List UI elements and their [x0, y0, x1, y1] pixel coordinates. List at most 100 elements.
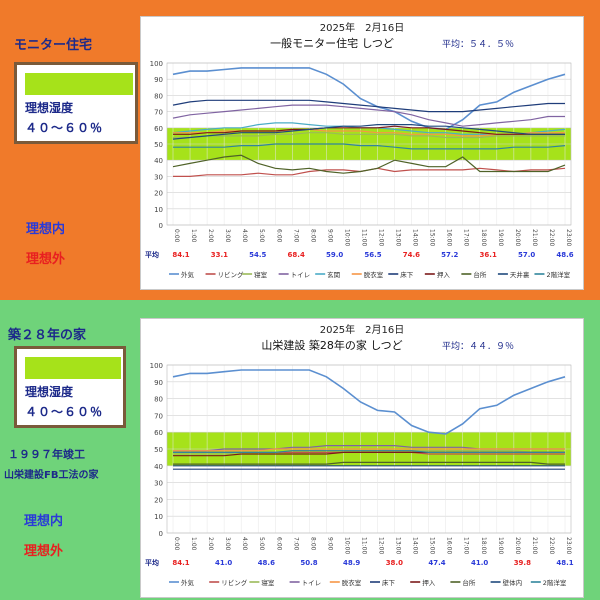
chart-title: 2025年 2月16日 — [320, 21, 405, 34]
y-tick-label: 50 — [154, 141, 163, 149]
average-row-label: 平均 — [145, 250, 159, 259]
bottom-panel: 築２８年の家 理想湿度 ４０～６０％ １９９７年竣工 山栄建設FB工法の家 理想… — [0, 300, 600, 600]
x-tick-label: 14:00 — [412, 229, 419, 246]
y-tick-label: 20 — [154, 496, 163, 504]
x-tick-label: 12:00 — [378, 537, 385, 554]
chart-average-note: 平均：４４．９％ — [442, 340, 514, 352]
status-in-ideal: 理想内 — [24, 514, 64, 529]
chart-subtitle: 山栄建設 築28年の家 しつど — [261, 338, 402, 352]
x-tick-label: 18:00 — [480, 229, 487, 246]
ideal-humidity-range: ４０～６０％ — [25, 405, 104, 419]
average-value: 74.6 — [403, 251, 420, 259]
x-tick-label: 17:00 — [463, 229, 470, 246]
average-value: 48.6 — [258, 559, 275, 567]
legend-entry: 寝室 — [261, 578, 275, 587]
ideal-humidity-label: 理想湿度 — [25, 385, 74, 399]
x-tick-label: 12:00 — [378, 229, 385, 246]
chart-subtitle: 一般モニター住宅 しつど — [270, 36, 394, 50]
average-value: 33.1 — [211, 251, 228, 259]
y-tick-label: 70 — [154, 412, 163, 420]
average-value: 48.9 — [343, 559, 360, 567]
y-tick-label: 0 — [159, 222, 163, 230]
y-tick-label: 100 — [150, 60, 163, 68]
series-line-2階洋室 — [173, 143, 566, 150]
ideal-humidity-box: 理想湿度 ４０～６０％ — [14, 62, 138, 144]
average-value: 57.2 — [441, 251, 458, 259]
humidity-chart-oldhouse: 2025年 2月16日 山栄建設 築28年の家 しつど 平均：４４．９％ 0 10 20 3… — [140, 318, 584, 598]
average-value: 47.4 — [428, 559, 445, 567]
series-line-台所 — [172, 154, 566, 174]
legend-entry: 脱衣室 — [364, 270, 384, 279]
x-tick-label: 15:00 — [429, 537, 436, 554]
x-tick-label: 4:00 — [241, 537, 248, 551]
average-value: 41.0 — [215, 559, 232, 567]
construction-method-note: 山栄建設FB工法の家 — [4, 470, 99, 481]
y-tick-label: 40 — [154, 157, 163, 165]
x-tick-label: 22:00 — [548, 229, 555, 246]
ideal-band-swatch — [25, 73, 133, 95]
status-in-ideal: 理想内 — [26, 222, 66, 237]
average-row-label: 平均 — [145, 558, 159, 567]
x-tick-label: 9:00 — [326, 537, 333, 551]
legend-entry: リビング — [218, 270, 245, 279]
legend-entry: 床下 — [382, 578, 396, 587]
series-line-寝室 — [173, 132, 565, 139]
x-tick-label: 11:00 — [360, 537, 367, 554]
x-tick-label: 3:00 — [224, 537, 231, 551]
x-tick-label: 19:00 — [497, 229, 504, 246]
x-tick-label: 7:00 — [292, 537, 299, 551]
legend-entry: 2階洋室 — [546, 270, 570, 279]
average-value: 56.5 — [364, 251, 381, 259]
average-value: 36.1 — [480, 251, 497, 259]
top-panel: モニター住宅 理想湿度 ４０～６０％ 理想内 理想外 2025年 2月16日 一般… — [0, 0, 600, 300]
series-line-床下 — [172, 99, 565, 113]
average-value: 39.8 — [514, 559, 531, 567]
y-tick-label: 40 — [154, 463, 163, 471]
average-value: 59.0 — [326, 251, 343, 259]
x-tick-label: 0:00 — [173, 537, 180, 551]
x-tick-label: 19:00 — [497, 537, 504, 554]
average-value: 54.5 — [249, 251, 266, 259]
x-tick-label: 13:00 — [395, 537, 402, 554]
average-value: 48.6 — [556, 251, 573, 259]
x-tick-label: 6:00 — [275, 537, 282, 551]
legend-entry: 天井裏 — [510, 270, 530, 279]
average-value: 41.0 — [471, 559, 488, 567]
x-tick-label: 2:00 — [207, 229, 214, 243]
x-tick-label: 18:00 — [480, 537, 487, 554]
legend-entry: 押入 — [422, 578, 436, 587]
average-value: 50.8 — [300, 559, 317, 567]
legend-entry: 玄関 — [327, 270, 340, 279]
x-tick-label: 2:00 — [207, 537, 214, 551]
legend-entry: 台所 — [462, 578, 476, 587]
x-tick-label: 5:00 — [258, 537, 265, 551]
x-tick-label: 23:00 — [565, 229, 572, 246]
x-tick-label: 11:00 — [360, 229, 367, 246]
y-tick-label: 30 — [154, 173, 163, 181]
chart-average-note: 平均：５４．５％ — [442, 38, 514, 50]
series-line-トイレ — [172, 104, 565, 127]
y-tick-label: 100 — [150, 362, 163, 370]
x-tick-label: 17:00 — [463, 537, 470, 554]
series-line-2階洋室 — [173, 450, 565, 453]
chart-title: 2025年 2月16日 — [320, 323, 405, 336]
x-tick-label: 10:00 — [343, 229, 350, 246]
legend-entry: 脱衣室 — [342, 578, 362, 587]
series-line-外気 — [172, 67, 566, 131]
x-tick-label: 3:00 — [224, 229, 231, 243]
average-value: 84.1 — [172, 251, 189, 259]
x-tick-label: 16:00 — [446, 229, 453, 246]
series-line-台所 — [173, 461, 565, 465]
y-tick-label: 30 — [154, 480, 163, 488]
legend-entry: トイレ — [302, 579, 322, 587]
legend-entry: 2階洋室 — [543, 578, 567, 587]
x-tick-label: 5:00 — [258, 229, 265, 243]
x-tick-label: 7:00 — [292, 229, 299, 243]
series-line-押入 — [173, 125, 565, 135]
y-tick-label: 50 — [154, 446, 163, 454]
y-tick-label: 90 — [154, 379, 163, 387]
legend-entry: 台所 — [473, 270, 487, 279]
y-tick-label: 10 — [154, 513, 163, 521]
